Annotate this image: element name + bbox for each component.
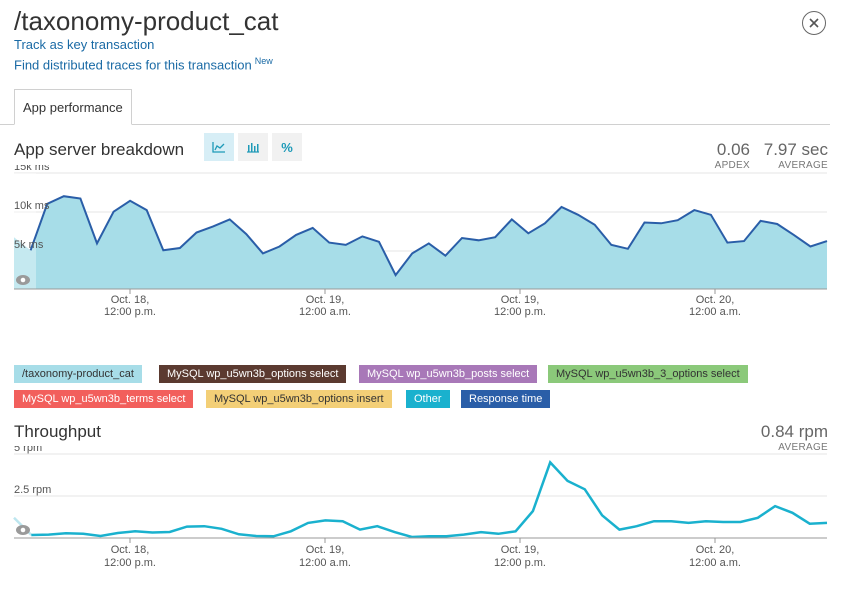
percent-icon: % — [281, 139, 293, 155]
legend-item[interactable]: Response time — [461, 390, 551, 408]
legend-item[interactable]: MySQL wp_u5wn3b_options select — [159, 365, 347, 383]
x-tick-label: Oct. 19, — [306, 544, 345, 556]
x-tick-label: Oct. 19, — [306, 294, 345, 306]
y-tick-label: 5k ms — [14, 239, 44, 251]
area-chart-button[interactable] — [204, 133, 234, 161]
legend-item[interactable]: Other — [406, 390, 450, 408]
x-tick-label: 12:00 p.m. — [494, 557, 546, 569]
y-tick-label: 10k ms — [14, 200, 50, 212]
tab-bar: App performance — [0, 89, 830, 125]
series-area-taxonomy-product-cat — [14, 196, 827, 289]
bar-chart-button[interactable] — [238, 133, 268, 161]
avg-response-value: 7.97 sec — [763, 140, 828, 159]
x-tick-label: Oct. 19, — [501, 544, 540, 556]
new-badge: New — [254, 56, 273, 66]
series-line-response-time — [29, 195, 828, 277]
x-tick-label: Oct. 18, — [111, 544, 150, 556]
throughput-avg-label: AVERAGE — [778, 442, 828, 453]
x-tick-label: Oct. 20, — [696, 544, 735, 556]
legend-item[interactable]: MySQL wp_u5wn3b_options insert — [206, 390, 392, 408]
x-tick-label: 12:00 a.m. — [299, 557, 351, 569]
app-breakdown-chart[interactable]: Oct. 18,12:00 p.m.Oct. 19,12:00 a.m.Oct.… — [0, 165, 844, 325]
percent-button[interactable]: % — [272, 133, 302, 161]
x-tick-label: Oct. 18, — [111, 294, 150, 306]
x-tick-label: 12:00 a.m. — [689, 306, 741, 318]
bar-chart-icon — [247, 143, 259, 153]
track-key-transaction-link[interactable]: Track as key transaction — [14, 37, 155, 52]
legend-item[interactable]: /taxonomy-product_cat — [14, 365, 142, 383]
x-tick-label: 12:00 a.m. — [299, 306, 351, 318]
throughput-stat: 0.84 rpm AVERAGE — [761, 422, 828, 453]
area-chart-icon — [212, 142, 225, 153]
eye-icon[interactable] — [16, 275, 30, 285]
avg-response-label: AVERAGE — [778, 160, 828, 171]
close-icon — [809, 18, 819, 28]
app-breakdown-title: App server breakdown — [14, 140, 185, 159]
tab-app-performance[interactable]: App performance — [14, 89, 132, 125]
apdex-label: APDEX — [714, 160, 750, 171]
page-title: /taxonomy-product_cat — [14, 6, 279, 36]
x-tick-label: Oct. 20, — [696, 294, 735, 306]
apdex-value: 0.06 — [716, 140, 750, 159]
distributed-traces-label: Find distributed traces for this transac… — [14, 57, 252, 73]
throughput-chart[interactable]: Oct. 18,12:00 p.m.Oct. 19,12:00 a.m.Oct.… — [0, 446, 844, 576]
legend-item[interactable]: MySQL wp_u5wn3b_posts select — [359, 365, 538, 383]
legend-item[interactable]: MySQL wp_u5wn3b_terms select — [14, 390, 194, 408]
throughput-avg-value: 0.84 rpm — [760, 422, 828, 441]
y-tick-label: 5 rpm — [14, 446, 42, 454]
x-tick-label: 12:00 p.m. — [104, 557, 156, 569]
x-tick-label: 12:00 p.m. — [104, 306, 156, 318]
legend-item[interactable]: MySQL wp_u5wn3b_3_options select — [548, 365, 748, 383]
x-tick-label: Oct. 19, — [501, 294, 540, 306]
throughput-title: Throughput — [14, 422, 101, 441]
y-tick-label: 2.5 rpm — [14, 484, 51, 496]
x-tick-label: 12:00 p.m. — [494, 306, 546, 318]
avg-response-stat: 7.97 sec AVERAGE — [764, 140, 828, 171]
series-line-throughput — [31, 460, 828, 539]
x-tick-label: 12:00 a.m. — [689, 557, 741, 569]
apdex-stat: 0.06 APDEX — [715, 140, 750, 171]
y-tick-label: 15k ms — [14, 165, 50, 173]
close-button[interactable] — [802, 11, 826, 35]
partial-period-shade — [14, 173, 36, 289]
distributed-traces-link[interactable]: Find distributed traces for this transac… — [14, 56, 273, 72]
eye-icon[interactable] — [16, 525, 30, 535]
